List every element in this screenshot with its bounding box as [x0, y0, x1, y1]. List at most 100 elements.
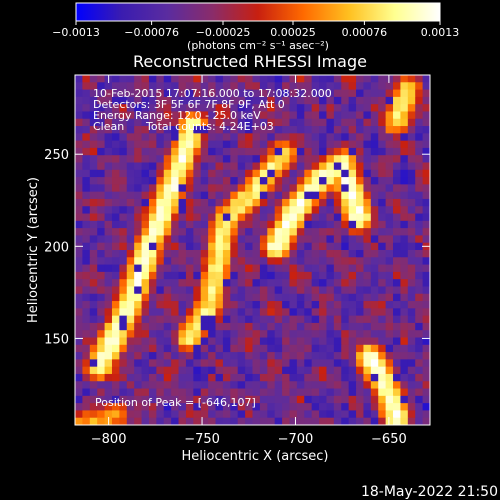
- heatmap-cell: [356, 206, 365, 215]
- heatmap-cell: [319, 169, 328, 178]
- heatmap-cell: [289, 359, 298, 368]
- heatmap-cell: [415, 315, 424, 324]
- heatmap-cell: [193, 162, 202, 171]
- heatmap-cell: [274, 410, 283, 419]
- heatmap-cell: [193, 213, 202, 222]
- heatmap-cell: [393, 250, 402, 258]
- heatmap-cell: [333, 301, 342, 309]
- heatmap-cell: [326, 250, 335, 258]
- heatmap-cell: [119, 242, 128, 251]
- heatmap-cell: [208, 133, 217, 142]
- heatmap-cell: [385, 162, 394, 171]
- heatmap-cell: [363, 169, 372, 178]
- heatmap-cell: [75, 410, 83, 419]
- heatmap-cell: [289, 366, 298, 375]
- heatmap-cell: [222, 104, 231, 113]
- heatmap-cell: [75, 337, 83, 346]
- heatmap-cell: [82, 235, 91, 244]
- heatmap-cell: [422, 366, 430, 375]
- heatmap-cell: [282, 359, 291, 368]
- heatmap-cell: [363, 322, 372, 331]
- heatmap-cell: [163, 322, 172, 331]
- heatmap-cell: [222, 308, 231, 317]
- heatmap-cell: [341, 403, 350, 412]
- heatmap-cell: [178, 118, 187, 127]
- heatmap-cell: [252, 301, 261, 309]
- heatmap-cell: [415, 133, 424, 142]
- heatmap-cell: [156, 206, 165, 215]
- y-tick-label: 200: [44, 240, 69, 255]
- heatmap-cell: [289, 417, 298, 425]
- x-tick-label: −750: [184, 432, 220, 447]
- heatmap-cell: [422, 395, 430, 404]
- heatmap-cell: [141, 293, 150, 302]
- heatmap-cell: [319, 417, 328, 425]
- heatmap-cell: [156, 293, 165, 302]
- heatmap-cell: [89, 373, 98, 382]
- heatmap-cell: [422, 162, 430, 171]
- heatmap-cell: [111, 417, 120, 425]
- heatmap-cell: [215, 228, 224, 237]
- heatmap-cell: [296, 257, 305, 266]
- heatmap-cell: [356, 213, 365, 222]
- heatmap-cell: [237, 388, 246, 397]
- heatmap-cell: [156, 366, 165, 375]
- heatmap-cell: [363, 264, 372, 273]
- heatmap-cell: [104, 228, 113, 237]
- heatmap-cell: [289, 337, 298, 346]
- heatmap-cell: [163, 279, 172, 288]
- heatmap-cell: [126, 82, 135, 91]
- heatmap-cell: [82, 140, 91, 149]
- heatmap-cell: [252, 82, 261, 91]
- heatmap-cell: [141, 147, 150, 156]
- heatmap-cell: [148, 352, 157, 360]
- heatmap-cell: [393, 89, 402, 98]
- heatmap-cell: [163, 381, 172, 390]
- heatmap-cell: [296, 177, 305, 185]
- heatmap-cell: [104, 322, 113, 331]
- heatmap-cell: [75, 344, 83, 353]
- heatmap-cell: [156, 381, 165, 390]
- heatmap-cell: [393, 359, 402, 368]
- heatmap-cell: [185, 126, 194, 134]
- heatmap-cell: [282, 417, 291, 425]
- heatmap-cell: [89, 111, 98, 120]
- heatmap-cell: [289, 220, 298, 229]
- heatmap-cell: [422, 213, 430, 222]
- heatmap-cell: [289, 286, 298, 295]
- heatmap-cell: [82, 388, 91, 397]
- heatmap-cell: [134, 220, 143, 229]
- heatmap-cell: [378, 250, 387, 258]
- heatmap-cell: [400, 395, 409, 404]
- heatmap-cell: [75, 118, 83, 127]
- heatmap-cell: [407, 381, 416, 390]
- detectors-text: Detectors: 3F 5F 6F 7F 8F 9F, Att 0: [93, 98, 285, 111]
- heatmap-cell: [311, 301, 320, 309]
- heatmap-cell: [326, 133, 335, 142]
- heatmap-cell: [111, 89, 120, 98]
- heatmap-cell: [75, 140, 83, 149]
- heatmap-cell: [163, 177, 172, 185]
- heatmap-cell: [208, 352, 217, 360]
- heatmap-cell: [422, 271, 430, 280]
- heatmap-cell: [393, 257, 402, 266]
- heatmap-cell: [75, 126, 83, 134]
- heatmap-cell: [89, 286, 98, 295]
- heatmap-cell: [89, 126, 98, 134]
- heatmap-cell: [230, 417, 239, 425]
- heatmap-cell: [348, 242, 357, 251]
- heatmap-cell: [267, 155, 276, 164]
- heatmap-cell: [82, 155, 91, 164]
- heatmap-cell: [178, 104, 187, 113]
- heatmap-cell: [97, 184, 106, 193]
- heatmap-cell: [119, 330, 128, 339]
- heatmap-cell: [422, 286, 430, 295]
- heatmap-cell: [400, 388, 409, 397]
- heatmap-cell: [422, 133, 430, 142]
- heatmap-cell: [178, 395, 187, 404]
- heatmap-cell: [126, 220, 135, 229]
- heatmap-cell: [97, 271, 106, 280]
- heatmap-cell: [171, 352, 180, 360]
- heatmap-cell: [341, 359, 350, 368]
- heatmap-cell: [141, 366, 150, 375]
